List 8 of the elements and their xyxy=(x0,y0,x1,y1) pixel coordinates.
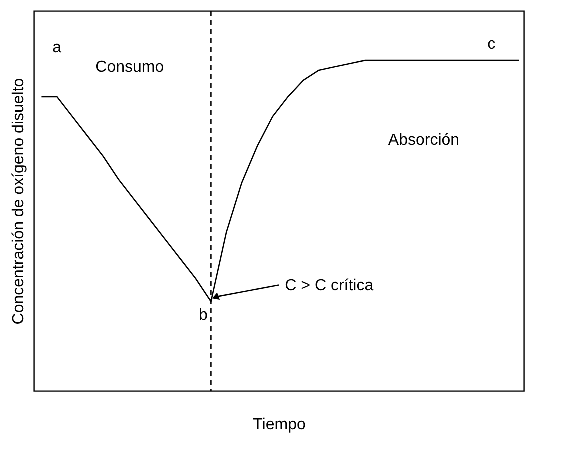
text: c xyxy=(488,36,496,54)
annotation: Consumo xyxy=(96,59,164,76)
annotation: Absorción xyxy=(388,132,460,149)
x-axis-title: Tiempo xyxy=(253,416,306,434)
text: a xyxy=(52,39,62,56)
annotation: C > C crítica xyxy=(285,277,374,294)
annotation: b xyxy=(199,307,208,324)
y-axis-title: Concentración de oxígeno disuelto xyxy=(10,78,28,325)
